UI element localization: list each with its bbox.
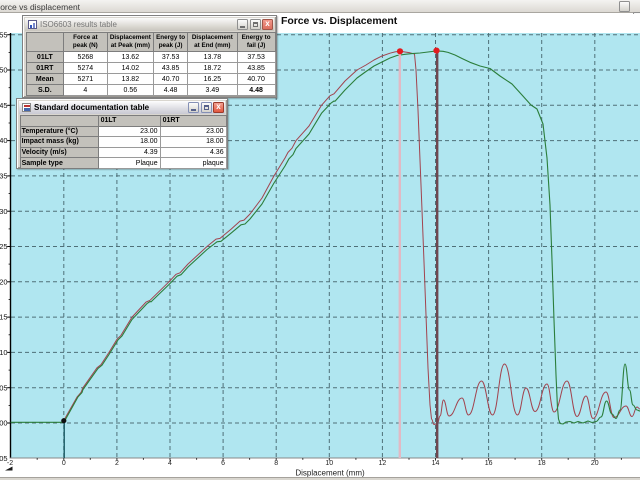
svg-text:50: 50 bbox=[0, 66, 8, 75]
svg-text:6: 6 bbox=[221, 460, 225, 467]
svg-text:15: 15 bbox=[0, 313, 8, 322]
svg-text:25: 25 bbox=[0, 242, 8, 251]
svg-text:40: 40 bbox=[0, 136, 8, 145]
svg-text:10: 10 bbox=[0, 348, 8, 357]
svg-text:-2: -2 bbox=[7, 460, 13, 467]
svg-text:10: 10 bbox=[325, 460, 333, 467]
svg-text:16: 16 bbox=[485, 460, 493, 467]
svg-text:14: 14 bbox=[432, 460, 440, 467]
svg-text:20: 20 bbox=[591, 460, 599, 467]
svg-text:0: 0 bbox=[62, 460, 66, 467]
svg-text:12: 12 bbox=[379, 460, 387, 467]
svg-text:45: 45 bbox=[0, 101, 8, 110]
svg-text:20: 20 bbox=[0, 277, 8, 286]
svg-text:05: 05 bbox=[0, 454, 8, 463]
svg-text:2: 2 bbox=[115, 460, 119, 467]
svg-text:35: 35 bbox=[0, 172, 8, 181]
svg-text:05: 05 bbox=[0, 383, 8, 392]
svg-text:30: 30 bbox=[0, 207, 8, 216]
svg-text:18: 18 bbox=[538, 460, 546, 467]
svg-text:00: 00 bbox=[0, 419, 8, 428]
svg-text:55: 55 bbox=[0, 30, 8, 39]
svg-text:Displacement (mm): Displacement (mm) bbox=[295, 469, 365, 478]
svg-text:4: 4 bbox=[168, 460, 172, 467]
svg-text:8: 8 bbox=[274, 460, 278, 467]
